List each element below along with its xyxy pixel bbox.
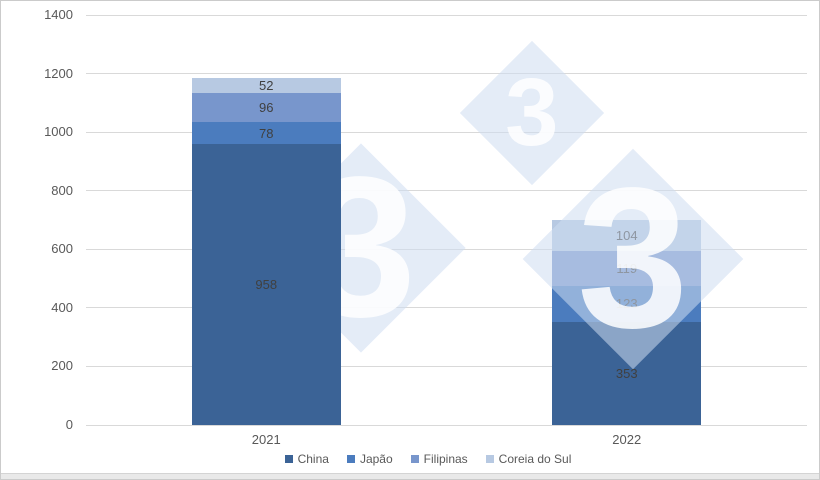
bar-segment-coreia-do-sul: 104 bbox=[552, 220, 702, 251]
y-axis-tick-label: 600 bbox=[51, 241, 73, 257]
bar-segment-coreia-do-sul: 52 bbox=[191, 78, 341, 94]
legend-label: China bbox=[297, 452, 329, 466]
bottom-edge-strip bbox=[1, 473, 819, 479]
y-axis-tick-label: 1000 bbox=[44, 124, 73, 140]
y-axis-tick-label: 1400 bbox=[44, 7, 73, 22]
bar-segment-value-label: 119 bbox=[616, 260, 638, 276]
bar-segment-china: 958 bbox=[191, 144, 341, 425]
legend-label: Filipinas bbox=[423, 452, 468, 466]
bar-segment-china: 353 bbox=[552, 321, 702, 425]
legend-label: Coreia do Sul bbox=[498, 452, 572, 466]
legend-swatch bbox=[346, 455, 355, 463]
gridline bbox=[86, 131, 807, 133]
legend-swatch bbox=[410, 455, 419, 463]
legend-item-japão: Japão bbox=[346, 452, 393, 466]
bar-segment-japão: 78 bbox=[191, 121, 341, 145]
gridline bbox=[86, 73, 807, 75]
bar-segment-value-label: 96 bbox=[259, 100, 274, 116]
bar-segment-value-label: 958 bbox=[255, 277, 278, 293]
gridline bbox=[86, 424, 807, 426]
y-axis-tick-label: 800 bbox=[51, 182, 73, 198]
legend-label: Japão bbox=[359, 452, 393, 466]
bar-segment-value-label: 123 bbox=[615, 296, 638, 312]
y-axis-tick-label: 400 bbox=[51, 299, 73, 315]
bar-segment-filipinas: 96 bbox=[191, 93, 341, 122]
gridline bbox=[86, 14, 807, 16]
y-axis-tick-label: 1200 bbox=[44, 65, 73, 81]
legend-swatch bbox=[284, 455, 293, 463]
legend-swatch bbox=[485, 455, 494, 463]
x-axis-category-label: 2021 bbox=[251, 432, 281, 447]
bar-segment-value-label: 104 bbox=[615, 228, 638, 243]
bar-segment-filipinas: 119 bbox=[552, 250, 702, 286]
bar-segment-japão: 123 bbox=[552, 285, 702, 322]
chart-legend: China Japão Filipinas Coreia do Sul bbox=[1, 451, 819, 467]
x-axis-category-label: 2022 bbox=[612, 432, 642, 447]
legend-item-coreia-do-sul: Coreia do Sul bbox=[485, 452, 572, 466]
y-axis-tick-label: 0 bbox=[65, 417, 73, 432]
bar-segment-value-label: 52 bbox=[259, 78, 274, 94]
legend-item-filipinas: Filipinas bbox=[410, 452, 468, 466]
bar-segment-value-label: 78 bbox=[259, 125, 274, 141]
bar-segment-value-label: 353 bbox=[615, 365, 638, 381]
legend-item-china: China bbox=[284, 452, 329, 466]
gridline bbox=[86, 365, 807, 367]
y-axis-tick-label: 200 bbox=[51, 358, 73, 374]
